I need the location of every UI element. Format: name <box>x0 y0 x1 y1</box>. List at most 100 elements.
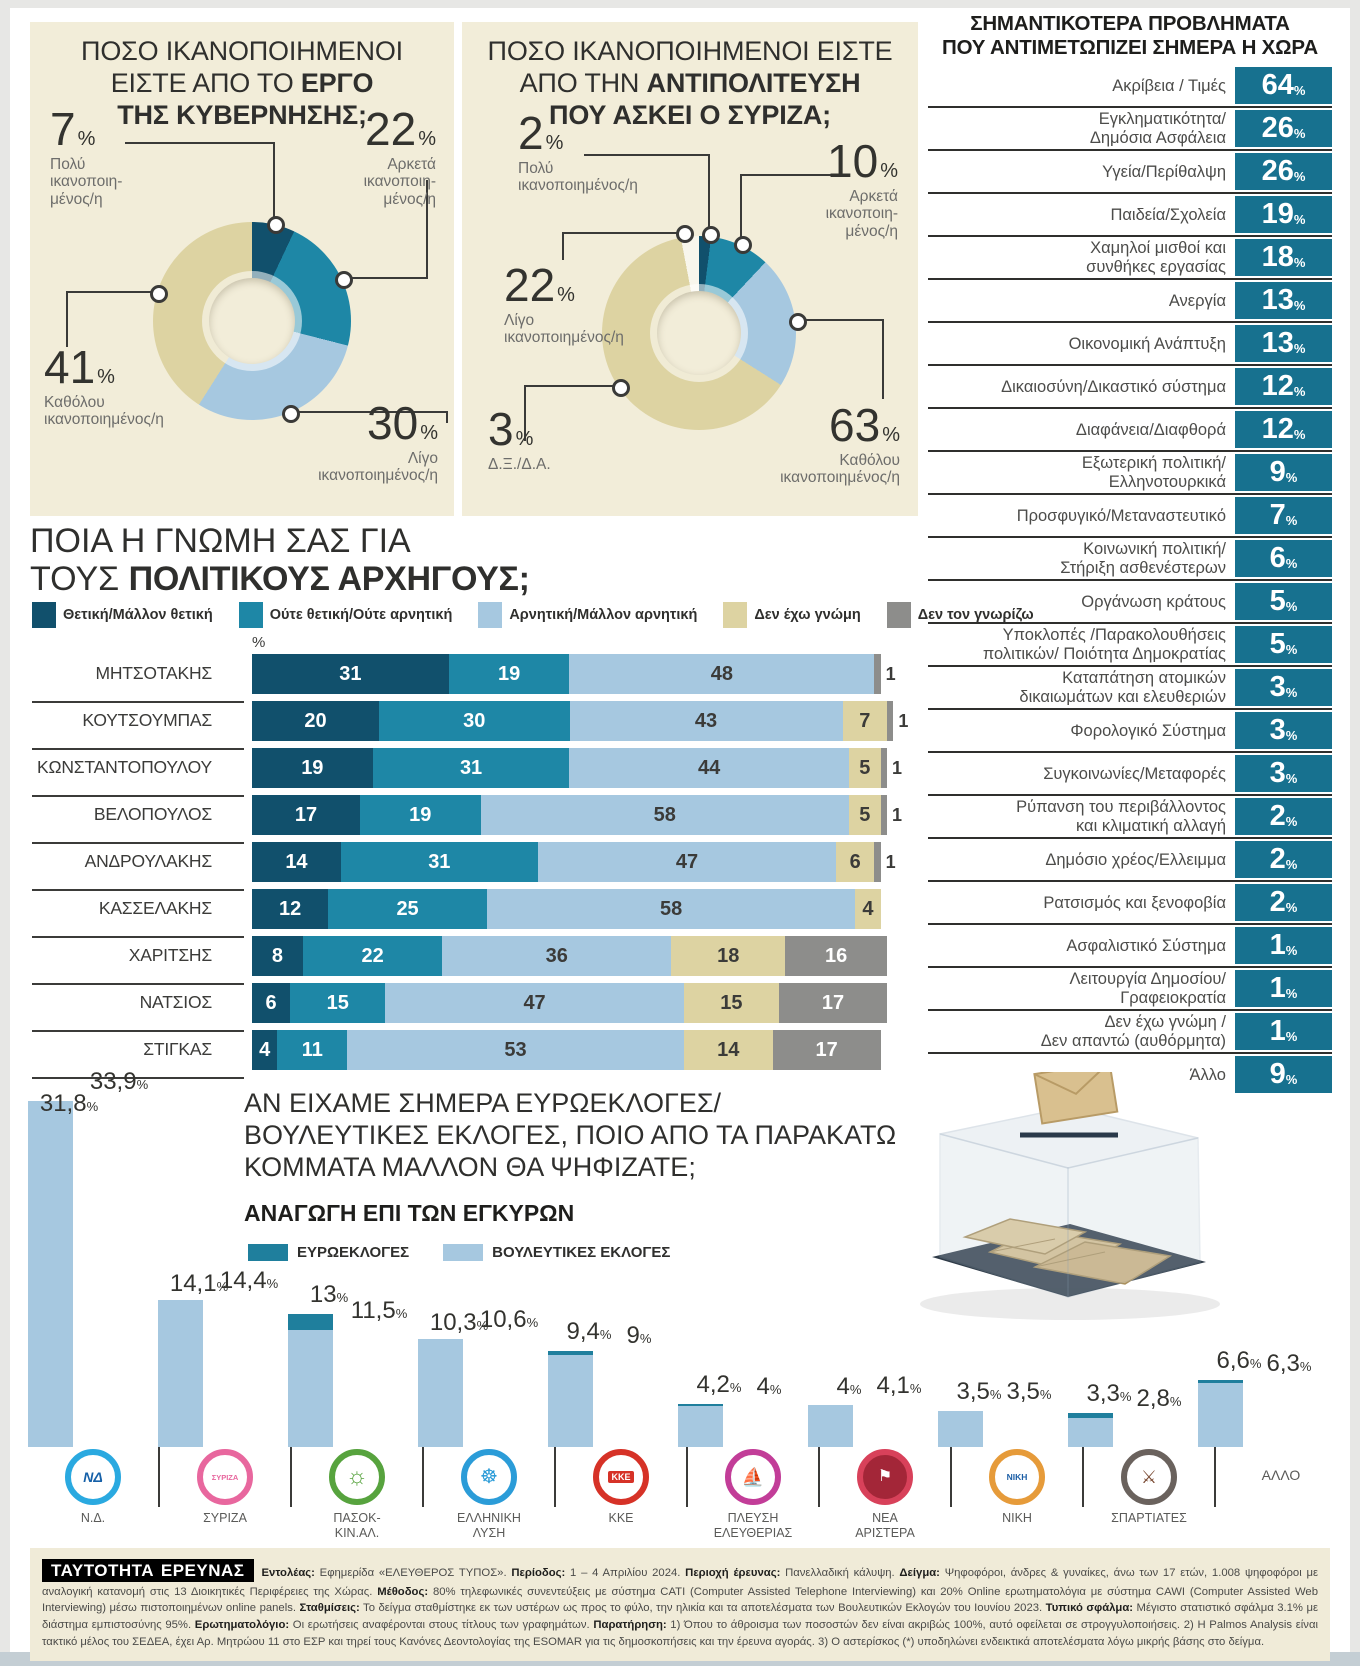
election-section-title: ΑΝ ΕΙΧΑΜΕ ΣΗΜΕΡΑ ΕΥΡΩΕΚΛΟΓΕΣ/ ΒΟΥΛΕΥΤΙΚΕ… <box>244 1088 897 1182</box>
segment-neg: 44 <box>569 748 849 788</box>
opposition-satisfaction-donut <box>602 236 796 430</box>
problem-row: Οργάνωση κράτους 5% <box>928 579 1332 622</box>
party-cell-plefsi: ⛵ ΠΛΕΥΣΗ ΕΛΕΥΘΕΡΙΑΣ <box>688 1447 820 1540</box>
leader-name: ΑΝΔΡΟΥΛΑΚΗΣ <box>84 851 213 871</box>
problem-value-box: 9% <box>1235 454 1332 492</box>
percent-sign: % <box>1293 255 1306 271</box>
pasok-logo-icon: ☼ <box>346 1463 368 1490</box>
percent-sign: % <box>515 428 534 450</box>
donut2-value-little-satisfied: 22% <box>504 259 575 311</box>
nd-logo-icon: ΝΔ <box>83 1469 103 1485</box>
euro-value-allo: 6,6% <box>1216 1346 1262 1374</box>
election-legend: ΕΥΡΩΕΚΛΟΓΕΣ ΒΟΥΛΕΥΤΙΚΕΣ ΕΚΛΟΓΕΣ <box>248 1244 670 1261</box>
leader-name: ΚΟΥΤΣΟΥΜΠΑΣ <box>82 710 212 730</box>
outside-value: 1 <box>891 804 902 825</box>
parliament-bar-allo <box>1198 1382 1243 1447</box>
parliament-bar-niki <box>938 1411 983 1447</box>
leader-row: ΜΗΤΣΟΤΑΚΗΣ 31 19 48 1 <box>30 654 900 703</box>
problem-row: Παιδεία/Σχολεία 19% <box>928 192 1332 235</box>
donut1-callout-line <box>125 142 275 144</box>
percent-sign: % <box>1299 1358 1312 1374</box>
donut1-callout-line <box>295 411 448 413</box>
leader-row: ΚΩΝΣΤΑΝΤΟΠΟΥΛΟΥ 19 31 44 5 1 <box>30 748 902 797</box>
percent-sign: % <box>1293 83 1306 99</box>
footer-text-segment: Το δείγμα σταθμίστηκε εκ των υστέρων ως … <box>359 1602 1046 1615</box>
leader-row: ΚΟΥΤΣΟΥΜΠΑΣ 20 30 43 7 1 <box>30 701 908 750</box>
election-legend-label: ΒΟΥΛΕΥΤΙΚΕΣ ΕΚΛΟΓΕΣ <box>492 1244 671 1261</box>
segment-pos: 19 <box>252 748 373 788</box>
donut1-label-quite-satisfied: Αρκετά ικανοποιη- μένος/η <box>363 156 436 208</box>
row-separator <box>32 748 244 750</box>
donut2-callout-line <box>708 154 710 228</box>
legend-swatch-neg <box>478 602 503 628</box>
spart-logo-icon: ⚔ <box>1140 1467 1158 1487</box>
page-frame <box>0 0 1360 8</box>
problem-label: Χαμηλοί μισθοί και συνθήκες εργασίας <box>1086 239 1226 276</box>
problem-value-box: 18% <box>1235 239 1332 277</box>
problem-row: Οικονομική Ανάπτυξη 13% <box>928 321 1332 364</box>
election-legend-item-parl: ΒΟΥΛΕΥΤΙΚΕΣ ΕΚΛΟΓΕΣ <box>443 1244 670 1261</box>
legend-swatch-pos <box>32 602 56 628</box>
leaders-stacked-bars: ΜΗΤΣΟΤΑΚΗΣ 31 19 48 1 ΚΟΥΤΣΟΥΜΠΑΣ 20 30 43 7 1 ΚΩΝΣ… <box>30 654 908 1079</box>
problem-value: 12 <box>1261 413 1294 446</box>
party-group-pasok: 13% 11,5% <box>288 1085 418 1447</box>
problem-value: 2 <box>1269 800 1286 833</box>
party-name-niki: ΝΙΚΗ <box>1002 1511 1032 1525</box>
segment-neu: 19 <box>448 654 570 694</box>
donut2-value-quite-satisfied: 10% <box>827 135 898 187</box>
footer-term: Ερωτηματολόγιο: <box>194 1619 290 1632</box>
election-legend-swatch-parl <box>443 1244 484 1261</box>
party-name-ellysi: ΕΛΛΗΝΙΚΗ ΛΥΣΗ <box>457 1511 521 1540</box>
parliament-value-nearist: 4,1% <box>876 1372 922 1400</box>
segment-beige: 5 <box>848 795 881 835</box>
donut1-marker-not-satisfied <box>150 285 168 303</box>
parliament-bar-ellysi <box>418 1338 463 1447</box>
leader-name: ΜΗΤΣΟΤΑΚΗΣ <box>95 663 212 683</box>
leader-name: ΚΩΝΣΤΑΝΤΟΠΟΥΛΟΥ <box>37 757 212 777</box>
problem-label: Ανεργία <box>1168 291 1226 310</box>
donut2-value-not-satisfied: 63% <box>829 399 900 451</box>
leader-name: ΣΤΙΓΚΑΣ <box>143 1039 212 1059</box>
segment-gray: 17 <box>772 1030 881 1070</box>
percent-sign: % <box>1293 169 1306 185</box>
percent-sign: % <box>1285 771 1298 787</box>
donut2-callout-line <box>524 385 526 441</box>
footer-text-segment: Ψηφοφόροι, άνδρες & γυναίκες, άνω των 17… <box>42 1567 1319 1598</box>
party-cell-ellysi: ☸ ΕΛΛΗΝΙΚΗ ΛΥΣΗ <box>424 1447 556 1540</box>
problem-value-box: 2% <box>1235 884 1332 922</box>
problem-label: Προσφυγικό/Μεταναστευτικό <box>1016 506 1226 525</box>
segment-pos: 20 <box>252 701 379 741</box>
nearist-logo-icon: ⚑ <box>877 1468 893 1485</box>
percent-sign: % <box>1285 599 1298 615</box>
leader-row: ΧΑΡΙΤΣΗΣ 8 22 36 18 16 <box>30 936 900 985</box>
leader-name: ΚΑΣΣΕΛΑΚΗΣ <box>98 898 212 918</box>
legend-label: Δεν τον γνωρίζω <box>917 607 1034 623</box>
title-normal: ΠΟΣΟ ΙΚΑΝΟΠΟΙΗΜΕΝΟΙ ΕΙΣΤΕ ΑΠΟ ΤΟ <box>81 36 403 98</box>
donut2-callout-line <box>882 319 884 399</box>
donut1-callout-very-satisfied: 7% Πολύ ικανοποιη- μένος/η <box>50 106 190 208</box>
problem-row: Εγκληματικότητα/ Δημόσια Ασφάλεια 26% <box>928 106 1332 149</box>
title-normal: ΠΟΣΟ ΙΚΑΝΟΠΟΙΗΜΕΝΟΙ ΕΙΣΤΕ ΑΠΟ ΤΗΝ <box>487 36 893 98</box>
segment-neu: 31 <box>340 842 538 882</box>
leader-bar: 12 25 58 4 <box>252 889 881 929</box>
legend-label: Δεν έχω γνώμη <box>754 607 861 623</box>
donut2-callout-line <box>740 174 836 176</box>
problem-row: Υγεία/Περίθαλψη 26% <box>928 149 1332 192</box>
donut2-label-very-satisfied: Πολύ ικανοποιημένος/η <box>518 160 638 195</box>
footer-term: Εντολέας: <box>261 1567 315 1579</box>
donut1-callout-line <box>66 291 152 293</box>
problem-value: 7 <box>1269 499 1286 532</box>
problem-label: Εξωτερική πολιτική/ Ελληνοτουρκικά <box>1081 454 1226 491</box>
problem-label: Εγκληματικότητα/ Δημόσια Ασφάλεια <box>1089 110 1226 147</box>
leaders-legend: Θετική/Μάλλον θετική Ούτε θετική/Ούτε αρν… <box>32 602 1034 628</box>
problem-value-box: 1% <box>1235 1013 1332 1051</box>
problem-value: 12 <box>1261 370 1294 403</box>
problem-label: Άλλο <box>1189 1065 1226 1084</box>
party-group-niki: 3,5% 3,5% <box>938 1085 1068 1447</box>
percent-sign: % <box>476 1317 489 1333</box>
footer-text-segment: 1 – 4 Απριλίου 2024. <box>565 1567 686 1579</box>
percent-sign: % <box>1285 685 1298 701</box>
donut2-callout-very-satisfied: 2% Πολύ ικανοποιημένος/η <box>518 110 688 195</box>
euro-value-kke: 9,4% <box>566 1318 612 1346</box>
